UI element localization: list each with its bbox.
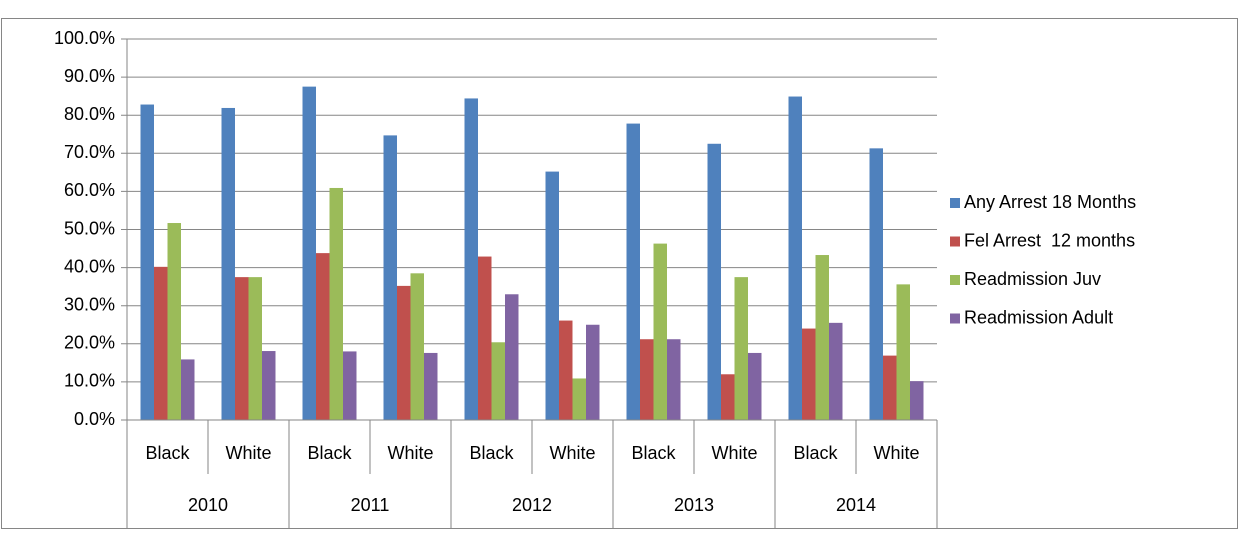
bar	[154, 266, 168, 420]
legend-swatch	[950, 236, 960, 247]
legend-label: Fel Arrest 12 months	[964, 230, 1135, 250]
y-tick-label: 40.0%	[64, 256, 115, 276]
x-tick-label: White	[873, 443, 919, 463]
group-label: 2010	[188, 495, 228, 515]
bar	[815, 255, 829, 420]
bar	[572, 378, 586, 420]
bar	[221, 107, 235, 420]
x-tick-label: White	[225, 443, 271, 463]
bar	[329, 187, 343, 420]
x-tick-label: White	[549, 443, 595, 463]
bar	[248, 277, 262, 420]
bar	[829, 322, 843, 420]
group-label: 2012	[512, 495, 552, 515]
x-tick-label: White	[387, 443, 433, 463]
x-tick-label: Black	[793, 443, 838, 463]
y-tick-label: 100.0%	[54, 28, 115, 48]
bar	[383, 135, 397, 420]
x-tick-label: Black	[469, 443, 514, 463]
bar	[235, 277, 249, 420]
y-tick-label: 70.0%	[64, 142, 115, 162]
bar	[869, 148, 883, 421]
group-label: 2011	[351, 495, 390, 515]
y-tick-label: 50.0%	[64, 218, 115, 238]
x-tick-label: Black	[631, 443, 676, 463]
legend-label: Readmission Adult	[964, 307, 1113, 327]
bar	[167, 223, 181, 420]
legend-label: Any Arrest 18 Months	[964, 192, 1136, 212]
bar	[653, 243, 667, 420]
bar	[316, 253, 330, 420]
bar	[640, 339, 654, 420]
bar	[424, 352, 438, 420]
bar	[140, 104, 154, 421]
bar	[410, 273, 424, 420]
x-tick-label: White	[711, 443, 757, 463]
bar	[397, 285, 411, 420]
group-label: 2014	[836, 495, 876, 515]
bar	[883, 355, 897, 420]
y-tick-label: 60.0%	[64, 180, 115, 200]
legend-swatch	[950, 275, 960, 285]
bar	[262, 351, 276, 420]
bar	[788, 96, 802, 420]
bar	[721, 374, 735, 420]
bar	[545, 171, 559, 420]
bar	[491, 342, 505, 420]
bar	[559, 320, 573, 420]
legend-label: Readmission Juv	[964, 269, 1101, 289]
bar	[748, 352, 762, 420]
bar	[896, 284, 910, 420]
bar	[343, 351, 357, 420]
y-tick-label: 80.0%	[64, 104, 115, 124]
bar	[667, 339, 681, 420]
y-tick-label: 90.0%	[64, 66, 115, 86]
y-tick-label: 10.0%	[64, 371, 115, 391]
y-tick-label: 30.0%	[64, 294, 115, 314]
x-tick-label: Black	[307, 443, 352, 463]
bar	[802, 328, 816, 420]
bar	[910, 381, 924, 420]
bar	[734, 277, 748, 420]
bar	[181, 359, 195, 420]
bar	[505, 294, 519, 420]
x-tick-label: Black	[145, 443, 190, 463]
bar	[478, 256, 492, 420]
bar	[302, 86, 316, 420]
y-tick-label: 20.0%	[64, 333, 115, 353]
bar	[464, 98, 478, 420]
bar	[707, 143, 721, 420]
bar	[626, 123, 640, 420]
bar	[586, 324, 600, 420]
legend-swatch	[950, 313, 960, 324]
legend-swatch	[950, 198, 960, 208]
y-tick-label: 0.0%	[74, 409, 115, 429]
group-label: 2013	[674, 495, 714, 515]
